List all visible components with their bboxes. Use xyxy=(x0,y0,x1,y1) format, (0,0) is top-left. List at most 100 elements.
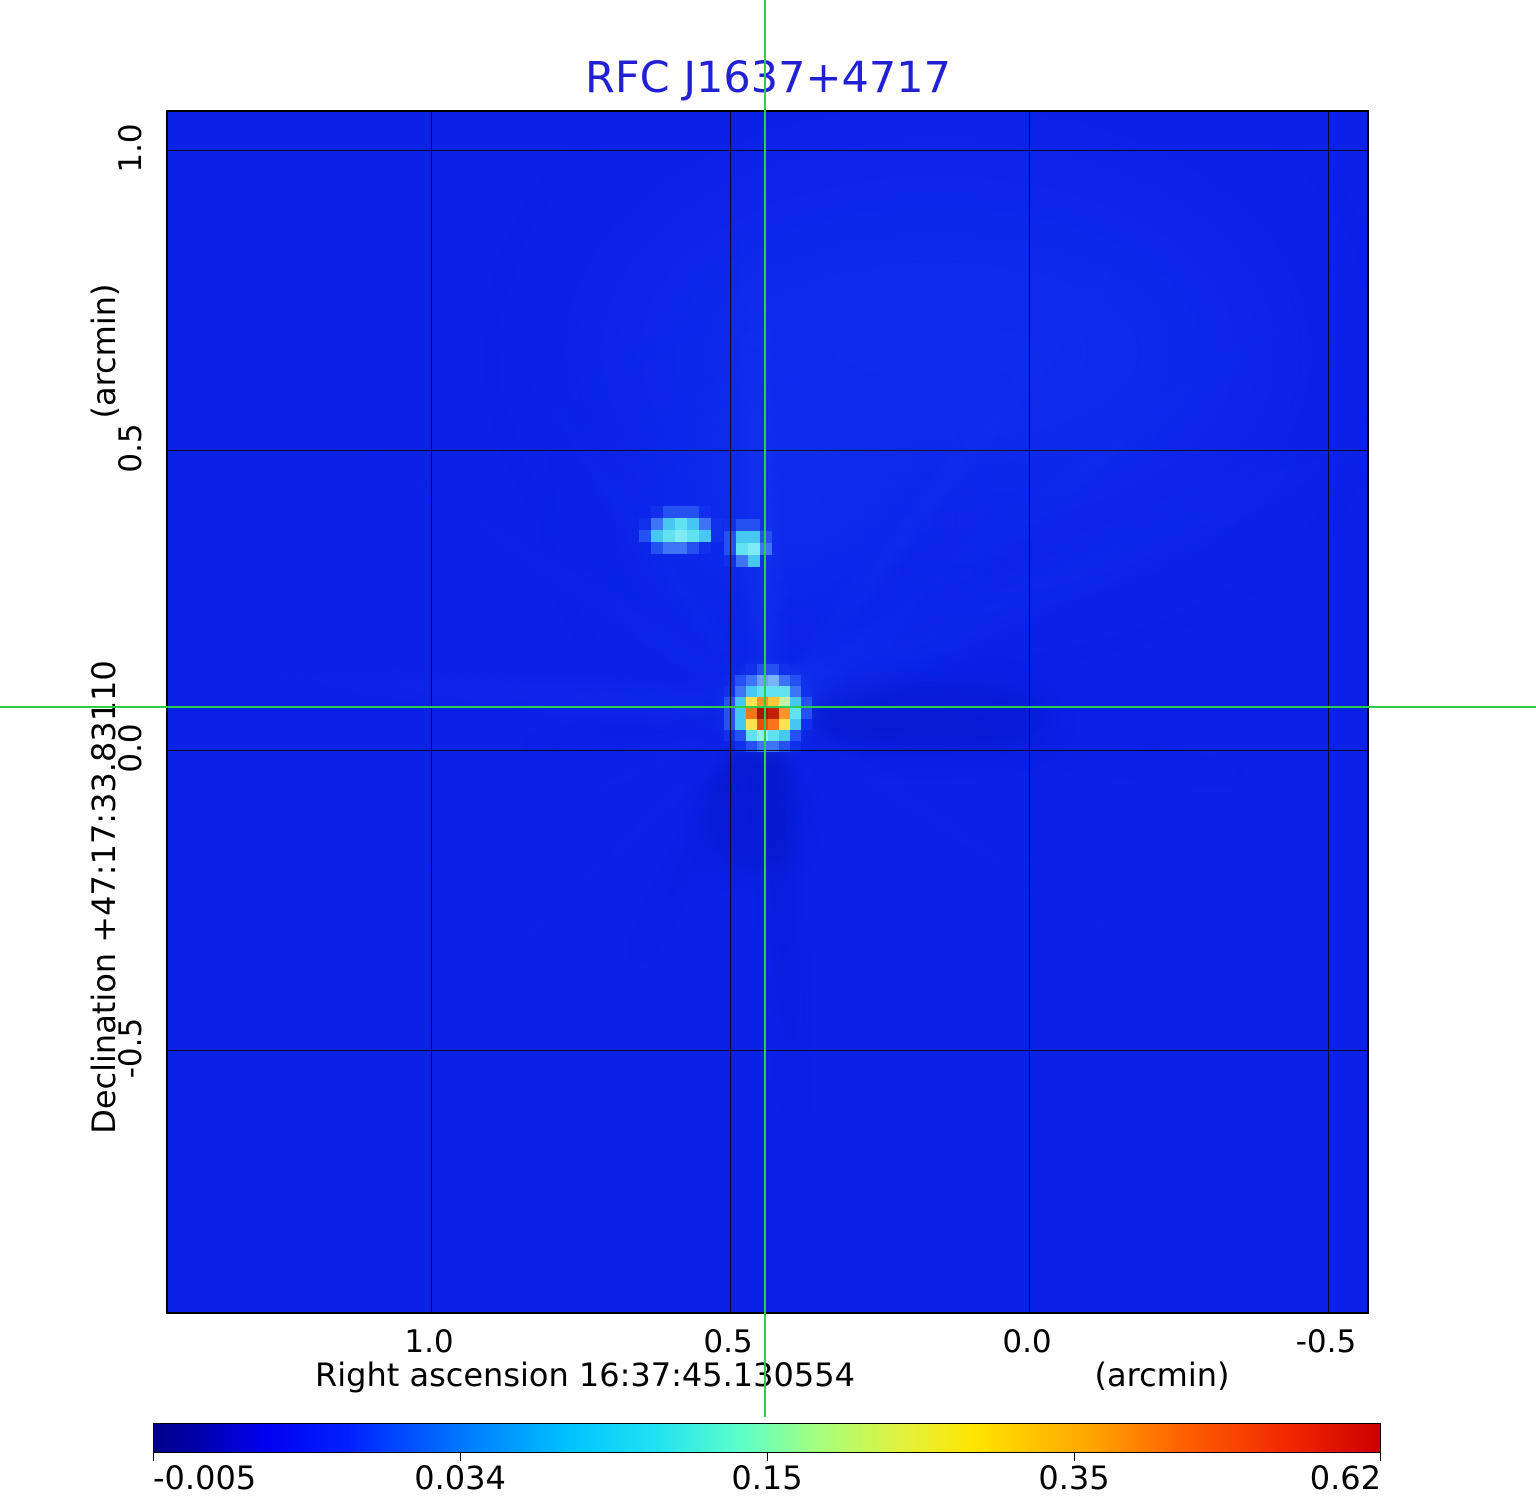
sidelobe-ray xyxy=(762,706,1100,1217)
x-tick-label: -0.5 xyxy=(1295,1324,1357,1360)
heatmap-plot-area xyxy=(166,110,1369,1314)
field-patch xyxy=(708,752,798,872)
x-tick-label: 1.0 xyxy=(404,1324,454,1360)
heat-cell-central-source xyxy=(801,719,812,730)
heat-cell-blob-compact xyxy=(736,555,748,567)
heat-cell-central-source xyxy=(790,708,801,719)
colorbar-label: -0.005 xyxy=(153,1459,257,1497)
heat-cell-central-source xyxy=(735,741,746,752)
heat-cell-central-source xyxy=(790,686,801,697)
heat-cell-blob-compact xyxy=(760,519,772,531)
heat-cell-blob-compact xyxy=(736,531,748,543)
heat-cell-central-source xyxy=(779,686,790,697)
heat-cell-blob-elongated xyxy=(675,542,687,554)
gridline-vertical xyxy=(730,112,731,1312)
heat-cell-central-source xyxy=(746,708,757,719)
gridline-horizontal xyxy=(168,1050,1367,1051)
heat-cell-central-source xyxy=(735,730,746,741)
heat-cell-blob-elongated xyxy=(639,530,651,542)
heat-cell-central-source xyxy=(768,730,779,741)
heat-cell-blob-elongated xyxy=(675,506,687,518)
heat-cell-central-source xyxy=(757,675,768,686)
heat-cell-central-source xyxy=(779,741,790,752)
heat-cell-central-source xyxy=(757,719,768,730)
heat-cell-central-source xyxy=(746,664,757,675)
heat-cell-blob-compact xyxy=(736,519,748,531)
colorbar xyxy=(153,1423,1381,1453)
heat-cell-blob-elongated xyxy=(699,530,711,542)
heat-cell-central-source xyxy=(724,708,735,719)
heat-cell-central-source xyxy=(768,664,779,675)
heat-cell-central-source xyxy=(735,708,746,719)
heat-cell-central-source xyxy=(757,741,768,752)
x-tick-label: 0.0 xyxy=(1002,1324,1052,1360)
heat-cell-blob-elongated xyxy=(687,518,699,530)
heat-cell-central-source xyxy=(757,730,768,741)
heat-cell-central-source xyxy=(801,697,812,708)
gridline-vertical xyxy=(431,112,432,1312)
heat-cell-blob-compact xyxy=(760,555,772,567)
colorbar-tick xyxy=(460,1453,461,1461)
heat-cell-central-source xyxy=(757,664,768,675)
figure-title: RFC J1637+4717 xyxy=(585,53,951,103)
heat-cell-blob-compact xyxy=(760,543,772,555)
sidelobe-ray xyxy=(763,703,1367,1153)
x-axis-unit-label: (arcmin) xyxy=(1094,1356,1230,1394)
heat-cell-central-source xyxy=(768,686,779,697)
colorbar-tick xyxy=(1074,1453,1075,1461)
heat-cell-central-source xyxy=(779,675,790,686)
heat-cell-central-source xyxy=(768,741,779,752)
heat-cell-blob-compact xyxy=(748,531,760,543)
crosshair-horizontal-line xyxy=(0,706,1536,708)
sidelobe-ray xyxy=(175,701,772,993)
heat-cell-blob-elongated xyxy=(699,518,711,530)
heat-cell-central-source xyxy=(724,686,735,697)
heat-cell-central-source xyxy=(724,719,735,730)
x-tick-label: 0.5 xyxy=(703,1324,753,1360)
heat-cell-central-source xyxy=(779,697,790,708)
heat-cell-blob-elongated xyxy=(687,506,699,518)
field-patch xyxy=(808,684,1048,750)
heat-cell-central-source xyxy=(779,730,790,741)
colorbar-label: 0.35 xyxy=(1038,1459,1110,1497)
heat-cell-central-source xyxy=(757,697,768,708)
heat-cell-blob-compact xyxy=(760,531,772,543)
gridline-horizontal xyxy=(168,450,1367,451)
heat-cell-central-source xyxy=(757,686,768,697)
colorbar-label: 0.62 xyxy=(1309,1459,1381,1497)
colorbar-tick xyxy=(767,1453,768,1461)
heat-cell-blob-elongated xyxy=(711,530,723,542)
heat-cell-central-source xyxy=(746,719,757,730)
heat-cell-central-source xyxy=(779,708,790,719)
heat-cell-central-source xyxy=(768,697,779,708)
heat-cell-central-source xyxy=(735,719,746,730)
heat-cell-blob-elongated xyxy=(699,542,711,554)
y-axis-unit-label: (arcmin) xyxy=(85,283,123,419)
heat-cell-central-source xyxy=(790,697,801,708)
heat-cell-central-source xyxy=(746,675,757,686)
heat-cell-blob-elongated xyxy=(639,518,651,530)
y-tick-label: -0.5 xyxy=(113,1017,149,1079)
heat-cell-central-source xyxy=(779,719,790,730)
x-axis-label-right-ascension: Right ascension 16:37:45.130554 xyxy=(315,1356,855,1394)
gridline-vertical xyxy=(1029,112,1030,1312)
heat-cell-blob-elongated xyxy=(663,518,675,530)
y-tick-label: 1.0 xyxy=(113,123,149,173)
heat-cell-central-source xyxy=(768,675,779,686)
heat-cell-blob-elongated xyxy=(651,506,663,518)
sidelobe-ray xyxy=(222,704,773,1220)
heat-cell-central-source xyxy=(746,697,757,708)
heat-cell-blob-compact xyxy=(736,543,748,555)
heat-cell-blob-elongated xyxy=(711,518,723,530)
colorbar-label: 0.15 xyxy=(731,1459,803,1497)
heat-cell-blob-elongated xyxy=(675,530,687,542)
heat-cell-central-source xyxy=(724,730,735,741)
field-patch xyxy=(618,172,1258,532)
heat-cell-blob-elongated xyxy=(687,530,699,542)
heat-cell-blob-elongated xyxy=(651,530,663,542)
y-tick-label: 0.0 xyxy=(113,723,149,773)
gridline-horizontal xyxy=(168,150,1367,151)
heat-cell-blob-elongated xyxy=(663,506,675,518)
heat-cell-central-source xyxy=(735,686,746,697)
